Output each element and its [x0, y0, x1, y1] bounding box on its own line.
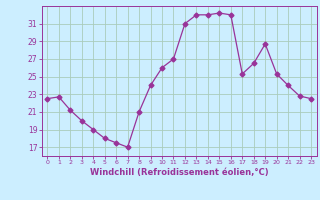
X-axis label: Windchill (Refroidissement éolien,°C): Windchill (Refroidissement éolien,°C)	[90, 168, 268, 177]
